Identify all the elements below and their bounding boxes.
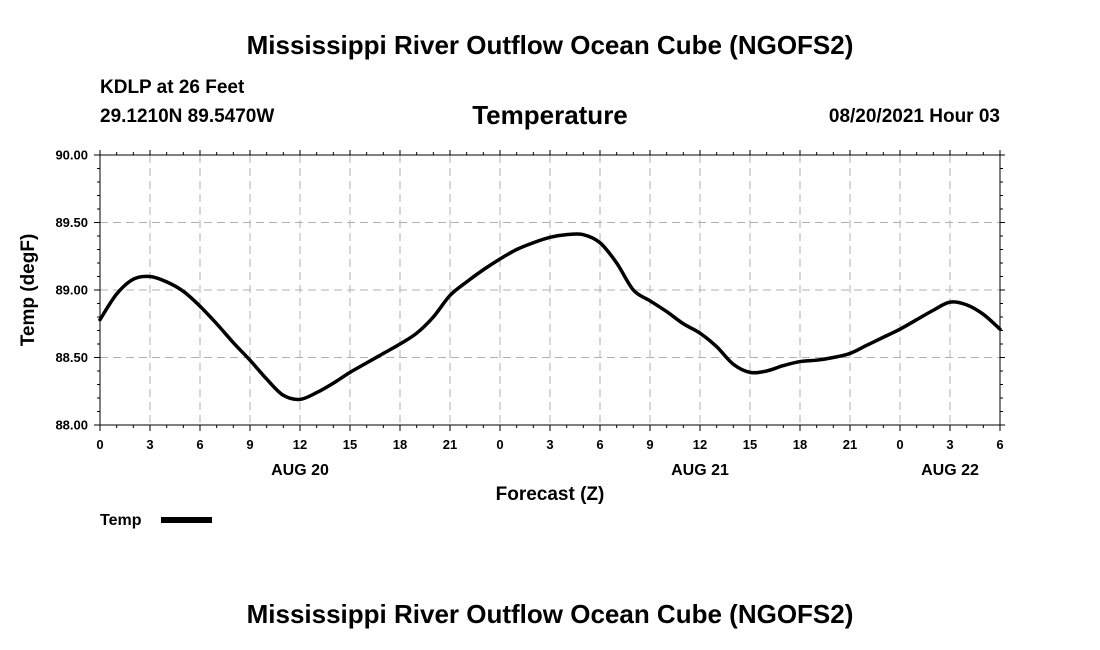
y-tick-label: 89.00: [55, 283, 88, 298]
day-label: AUG 22: [921, 462, 979, 479]
plot-frame: [99, 154, 1001, 426]
x-axis-label: Forecast (Z): [496, 484, 605, 505]
legend-swatch-temp: [161, 517, 212, 523]
x-tick-label: 0: [896, 437, 903, 452]
day-label: AUG 20: [271, 462, 329, 479]
x-tick-label: 12: [293, 437, 307, 452]
x-tick-label: 18: [393, 437, 407, 452]
station-label: KDLP at 26 Feet: [100, 77, 245, 98]
x-tick-label: 0: [496, 437, 503, 452]
series-line-temp: [98, 232, 1002, 402]
x-tick-label: 6: [196, 437, 203, 452]
x-tick-label: 9: [246, 437, 253, 452]
x-tick-label: 3: [146, 437, 153, 452]
x-tick-label: 6: [596, 437, 603, 452]
legend-label-temp: Temp: [100, 512, 142, 529]
y-axis-ticks: 88.00 88.50 89.00 89.50 90.00: [55, 148, 1005, 433]
grid-lines: [100, 155, 1000, 425]
y-tick-label: 88.00: [55, 418, 88, 433]
x-tick-label: 21: [443, 437, 457, 452]
x-tick-label: 18: [793, 437, 807, 452]
day-label: AUG 21: [671, 462, 729, 479]
y-tick-label: 88.50: [55, 350, 88, 365]
x-tick-label: 3: [946, 437, 953, 452]
y-tick-label: 90.00: [55, 148, 88, 163]
y-tick-label: 89.50: [55, 215, 88, 230]
variable-title: Temperature: [472, 100, 628, 130]
day-labels: AUG 20 AUG 21 AUG 22: [271, 462, 979, 479]
legend: Temp: [100, 512, 212, 529]
x-tick-label: 21: [843, 437, 857, 452]
coordinates-label: 29.1210N 89.5470W: [100, 106, 275, 127]
y-axis-label: Temp (degF): [18, 234, 39, 347]
x-tick-label: 0: [96, 437, 103, 452]
chart-main-title: Mississippi River Outflow Ocean Cube (NG…: [246, 30, 854, 60]
footer-title: Mississippi River Outflow Ocean Cube (NG…: [246, 599, 854, 629]
x-tick-label: 15: [343, 437, 357, 452]
x-tick-label: 15: [743, 437, 757, 452]
x-tick-label: 3: [546, 437, 553, 452]
forecast-datetime: 08/20/2021 Hour 03: [828, 106, 1000, 127]
x-tick-label: 12: [693, 437, 707, 452]
x-tick-label: 6: [996, 437, 1003, 452]
x-tick-label: 9: [646, 437, 653, 452]
